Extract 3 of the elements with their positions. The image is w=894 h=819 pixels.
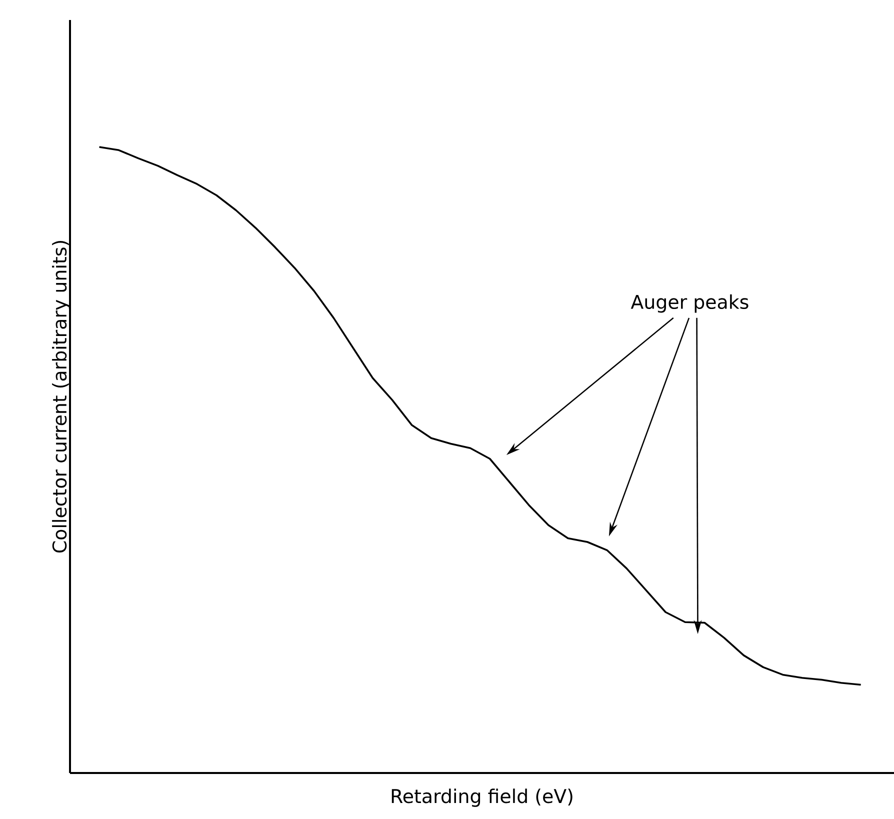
y-axis-title: Collector current (arbitrary units) (52, 240, 70, 553)
annotation: Auger peaks (630, 294, 748, 313)
x-axis-title: Retarding field (eV) (392, 788, 572, 807)
